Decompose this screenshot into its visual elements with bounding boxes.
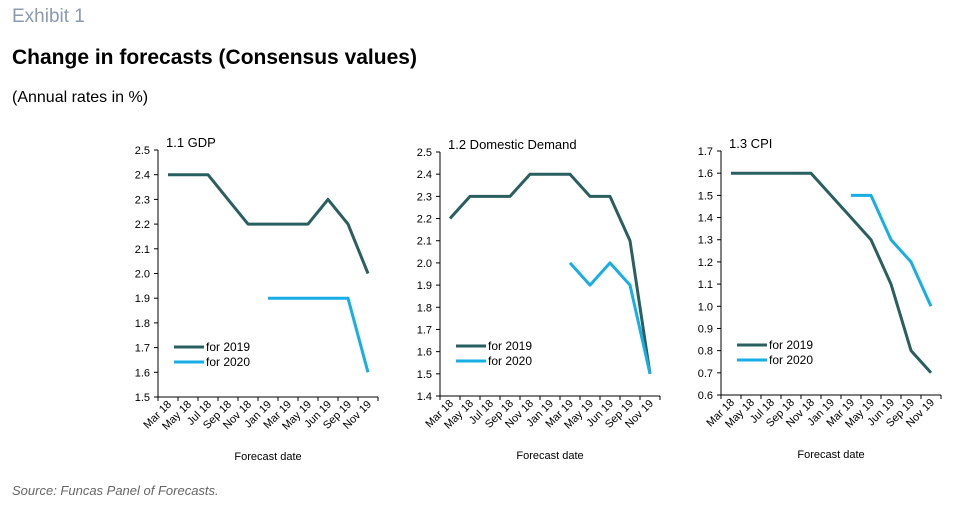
series-line-for-2019 xyxy=(731,171,933,374)
y-tick-label: 1.8 xyxy=(135,318,150,330)
y-tick-label: 2.1 xyxy=(417,236,432,248)
y-tick-label: 1.8 xyxy=(417,302,432,314)
y-tick-label: 0.6 xyxy=(698,390,713,402)
source-note: Source: Funcas Panel of Forecasts. xyxy=(12,483,219,498)
legend-label: for 2020 xyxy=(769,353,813,367)
chart-title: 1.1 GDP xyxy=(166,135,216,150)
y-tick-label: 1.9 xyxy=(417,280,432,292)
y-tick-label: 1.3 xyxy=(698,235,713,247)
y-tick-label: 2.3 xyxy=(417,191,432,203)
y-tick-label: 1.6 xyxy=(417,347,432,359)
page-title: Change in forecasts (Consensus values) xyxy=(12,46,417,69)
y-tick-label: 2.4 xyxy=(417,169,432,181)
x-axis-label: Forecast date xyxy=(797,449,864,461)
y-tick-label: 2.4 xyxy=(135,170,150,182)
legend-label: for 2019 xyxy=(206,340,250,354)
legend-label: for 2019 xyxy=(488,339,532,353)
legend-label: for 2020 xyxy=(488,354,532,368)
y-tick-label: 1.9 xyxy=(135,293,150,305)
y-tick-label: 1.7 xyxy=(135,343,150,355)
chart-panel-3: 0.60.70.80.91.01.11.21.31.41.51.61.7Mar … xyxy=(698,136,942,461)
x-axis-label: Forecast date xyxy=(516,450,583,462)
y-tick-label: 1.4 xyxy=(698,213,713,225)
y-tick-label: 1.7 xyxy=(417,324,432,336)
exhibit-label: Exhibit 1 xyxy=(12,6,85,27)
y-tick-label: 1.5 xyxy=(417,369,432,381)
y-tick-label: 2.1 xyxy=(135,244,150,256)
y-tick-label: 1.6 xyxy=(135,367,150,379)
y-tick-label: 0.8 xyxy=(698,346,713,358)
y-tick-label: 1.4 xyxy=(417,391,432,403)
y-tick-label: 2.0 xyxy=(135,269,150,281)
y-tick-label: 1.0 xyxy=(698,301,713,313)
series-line-for-2020 xyxy=(568,261,652,375)
series-line-for-2020 xyxy=(268,296,370,373)
chart-title: 1.3 CPI xyxy=(729,136,772,151)
chart-title: 1.2 Domestic Demand xyxy=(448,137,577,152)
series-line-for-2020 xyxy=(851,193,933,307)
x-axis-label: Forecast date xyxy=(234,451,301,463)
y-tick-label: 1.5 xyxy=(698,190,713,202)
y-tick-label: 2.3 xyxy=(135,194,150,206)
y-tick-label: 1.5 xyxy=(135,392,150,404)
y-tick-label: 2.2 xyxy=(417,214,432,226)
y-tick-label: 1.6 xyxy=(698,168,713,180)
y-tick-label: 0.9 xyxy=(698,323,713,335)
y-tick-label: 0.7 xyxy=(698,368,713,380)
series-line-for-2019 xyxy=(168,173,370,275)
y-tick-label: 2.0 xyxy=(417,258,432,270)
y-tick-label: 2.2 xyxy=(135,219,150,231)
y-tick-label: 2.5 xyxy=(135,145,150,157)
page-subtitle: (Annual rates in %) xyxy=(12,89,149,106)
y-tick-label: 2.5 xyxy=(417,147,432,159)
y-tick-label: 1.7 xyxy=(698,146,713,158)
legend-label: for 2019 xyxy=(769,338,813,352)
y-tick-label: 1.1 xyxy=(698,279,713,291)
y-tick-label: 1.2 xyxy=(698,257,713,269)
chart-panel-2: 1.41.51.61.71.81.92.02.12.22.32.42.5Mar … xyxy=(417,137,661,462)
series-line-for-2019 xyxy=(448,172,652,375)
legend-label: for 2020 xyxy=(206,355,250,369)
